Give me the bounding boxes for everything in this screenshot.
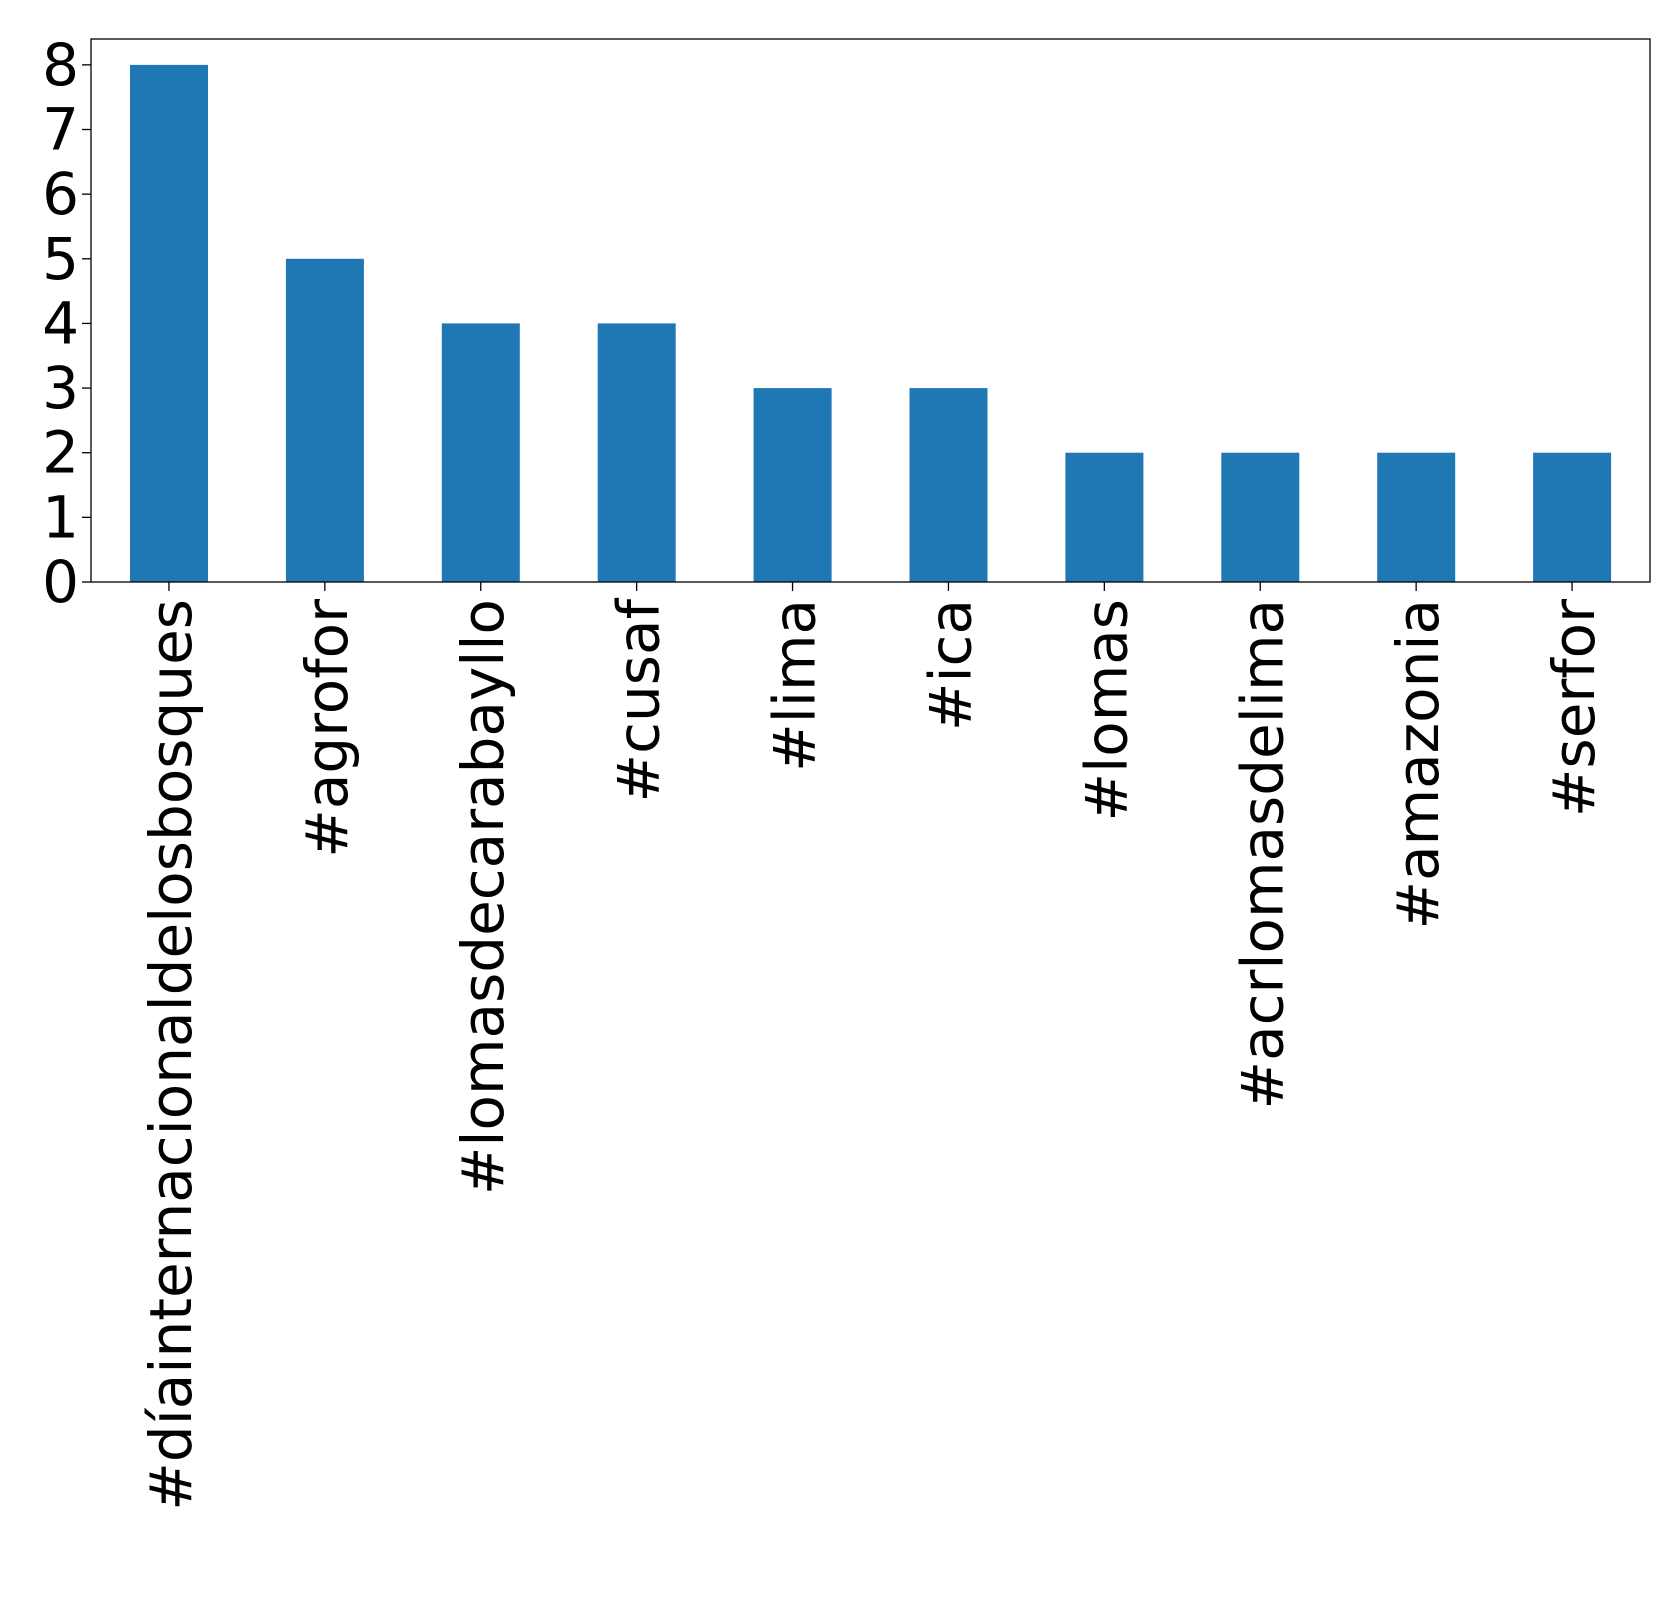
bars-layer	[130, 64, 1612, 582]
x-tick-label: #serfor	[1540, 599, 1608, 817]
y-tick-label: 4	[42, 289, 79, 357]
y-tick-label: 0	[42, 548, 79, 616]
y-tick-label: 3	[42, 354, 79, 422]
bar	[1221, 452, 1300, 582]
x-tick-label: #ica	[916, 599, 984, 731]
x-tick-label: #díainternacionaldelosbosques	[137, 599, 205, 1511]
x-tick-label: #agrofor	[293, 599, 361, 858]
plot-frame	[90, 38, 1651, 583]
y-tick-label: 6	[42, 160, 79, 228]
bar	[753, 388, 832, 582]
x-tick-label: #lomasdecarabayllo	[449, 599, 517, 1195]
x-tick-label: #lima	[761, 599, 829, 772]
y-tick-label: 5	[42, 225, 79, 293]
x-axis: #díainternacionaldelosbosques #agrofor #lo…	[137, 582, 1608, 1511]
bar	[1377, 452, 1456, 582]
bar	[441, 323, 520, 582]
x-tick-label: #lomas	[1072, 599, 1140, 821]
y-tick-label: 1	[42, 483, 79, 551]
y-tick-label: 8	[42, 31, 79, 99]
bar	[597, 323, 676, 582]
bar	[130, 64, 208, 582]
y-tick-label: 2	[42, 419, 79, 487]
x-tick-label: #cusaf	[605, 597, 673, 802]
bar	[1533, 452, 1612, 582]
x-tick-label: #acrlomasdelima	[1228, 599, 1296, 1110]
x-tick-label: #amazonia	[1384, 599, 1452, 930]
bar	[909, 388, 988, 582]
y-tick-label: 7	[42, 96, 79, 164]
bar	[1065, 452, 1144, 582]
bar	[285, 258, 364, 582]
